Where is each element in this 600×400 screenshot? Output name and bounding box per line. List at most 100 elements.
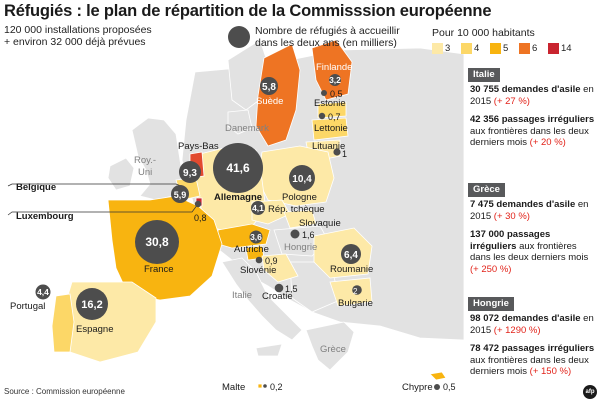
grece-asylum: 7 475 demandes d'asile en 2015 (+ 30 %) xyxy=(470,199,598,222)
label-italie: Italie xyxy=(232,290,252,301)
bubble-finlande xyxy=(329,74,341,86)
name-france: France xyxy=(144,264,174,275)
value-chypre: 0,5 xyxy=(443,382,456,392)
name-portugal: Portugal xyxy=(10,301,45,312)
value-croatie: 1,5 xyxy=(285,284,298,294)
tag-hongrie: Hongrie xyxy=(468,297,514,311)
legend-circle-icon xyxy=(228,26,250,48)
bubble-estonie xyxy=(321,90,327,96)
value-estonie: 0,5 xyxy=(330,89,343,99)
value-bulgarie: 2 xyxy=(353,287,358,296)
italie-asylum-bold: 30 755 demandes d'asile xyxy=(470,84,581,95)
value-luxembourg: 0,8 xyxy=(194,213,207,223)
italie-crossings-text: aux frontières dans les deux derniers mo… xyxy=(470,125,589,149)
bubble-pays-bas xyxy=(179,161,201,183)
hongrie-crossings-text: aux frontières dans les deux derniers mo… xyxy=(470,354,589,378)
afp-logo: afp xyxy=(583,385,597,399)
name-autriche: Autriche xyxy=(234,244,269,255)
legend-circle-line-1: Nombre de réfugiés à accueillir xyxy=(255,25,400,37)
value-allemagne: 41,6 xyxy=(226,161,250,175)
bubble-portugal xyxy=(35,284,51,300)
legend-label-3: 3 xyxy=(445,43,451,54)
italie-crossings-pct: (+ 20 %) xyxy=(529,137,566,148)
bubble-lituanie xyxy=(333,148,341,156)
name-suede: Suède xyxy=(256,96,283,107)
bubble-bulgarie xyxy=(352,285,362,295)
italie-crossings-bold: 42 356 passages irréguliers xyxy=(470,114,595,125)
name-allemagne: Allemagne xyxy=(214,192,262,203)
name-slovaquie: Slovaquie xyxy=(299,218,341,229)
hongrie-asylum-text: en 2015 xyxy=(470,313,594,336)
name-bulgarie: Bulgarie xyxy=(338,298,373,309)
name-malte: Malte xyxy=(222,382,245,393)
value-france: 30,8 xyxy=(145,235,169,249)
value-pologne: 10,4 xyxy=(292,174,312,185)
label-roy-uni-1: Roy.- xyxy=(134,155,156,166)
name-lituanie: Lituanie xyxy=(312,141,345,152)
value-belgique: 5,9 xyxy=(174,190,187,200)
italie-asylum-text: en 2015 xyxy=(470,84,594,107)
other-labels: Danemark Roy.- Uni Hongrie Italie Grèce xyxy=(134,123,346,355)
bubble-lettonie xyxy=(318,112,326,120)
name-lettonie: Lettonie xyxy=(314,123,348,134)
value-portugal: 4,4 xyxy=(37,287,49,297)
legend-label-5: 5 xyxy=(503,43,509,54)
value-autriche: 3,6 xyxy=(250,232,262,242)
value-pays-bas: 9,3 xyxy=(183,168,197,179)
bubble-slovenie xyxy=(255,256,263,264)
bubble-roumanie xyxy=(341,244,361,264)
bubble-autriche xyxy=(249,230,263,244)
value-espagne: 16,2 xyxy=(81,299,102,311)
grece-crossings-text: aux frontières dans les deux derniers mo… xyxy=(470,240,589,264)
page-title: Réfugiés : le plan de répartition de la … xyxy=(4,2,492,20)
value-malte: 0,2 xyxy=(270,382,283,392)
tag-italie: Italie xyxy=(468,68,500,82)
italie-asylum-pct: (+ 27 %) xyxy=(493,95,530,107)
legend-swatch-4 xyxy=(461,43,472,54)
bubble-suede xyxy=(260,77,278,95)
italie-crossings: 42 356 passages irréguliers aux frontièr… xyxy=(470,114,598,149)
legend-swatch-6 xyxy=(519,43,530,54)
value-lituanie: 1 xyxy=(342,149,347,159)
bubble-rep-tcheque xyxy=(251,201,265,215)
value-lettonie: 0,7 xyxy=(328,112,341,122)
name-espagne: Espagne xyxy=(76,324,114,335)
legend-swatch-14 xyxy=(548,43,559,54)
name-pays-bas: Pays-Bas xyxy=(178,141,219,152)
grece-asylum-pct: (+ 30 %) xyxy=(493,210,530,222)
bubbles xyxy=(35,74,440,390)
name-finlande: Finlande xyxy=(316,62,352,73)
grece-crossings-bold: 137 000 passages irréguliers xyxy=(470,229,551,252)
bubble-espagne xyxy=(76,288,108,320)
value-rep-tcheque: 4,1 xyxy=(252,203,264,213)
legend-scale-title: Pour 10 000 habitants xyxy=(432,27,535,39)
label-grece: Grèce xyxy=(320,344,346,355)
legend-swatch-5 xyxy=(490,43,501,54)
value-roumanie: 6,4 xyxy=(344,250,358,261)
subtitle-line-2: + environ 32 000 déjà prévues xyxy=(4,36,146,48)
bubble-chypre xyxy=(434,384,440,390)
label-hongrie: Hongrie xyxy=(284,242,317,253)
label-roy-uni-2: Uni xyxy=(138,167,152,178)
name-croatie: Croatie xyxy=(262,291,293,302)
grece-crossings: 137 000 passages irréguliers aux frontiè… xyxy=(470,229,598,275)
info-panel: Italie 30 755 demandes d'asile en 2015 (… xyxy=(464,64,600,400)
name-luxembourg: Luxembourg xyxy=(16,211,74,222)
legend-circle-line-2: dans les deux ans (en milliers) xyxy=(255,37,397,49)
name-estonie: Estonie xyxy=(314,98,346,109)
grece-asylum-bold: 7 475 demandes d'asile xyxy=(470,199,576,210)
bubble-croatie xyxy=(274,283,284,293)
legend-circle-text: Nombre de réfugiés à accueillir dans les… xyxy=(255,25,420,49)
bubble-belgique xyxy=(171,185,189,203)
hongrie-asylum-pct: (+ 1290 %) xyxy=(493,324,541,336)
name-belgique: Belgique xyxy=(16,182,56,193)
name-chypre: Chypre xyxy=(402,382,433,393)
value-finlande: 3,2 xyxy=(329,75,341,85)
name-rep-tcheque: Rép. tchèque xyxy=(268,204,325,215)
hongrie-crossings-bold: 78 472 passages irréguliers xyxy=(470,343,595,354)
tag-grece: Grèce xyxy=(468,183,505,197)
bubble-allemagne xyxy=(213,143,263,193)
subtitle: 120 000 installations proposées + enviro… xyxy=(4,24,152,48)
